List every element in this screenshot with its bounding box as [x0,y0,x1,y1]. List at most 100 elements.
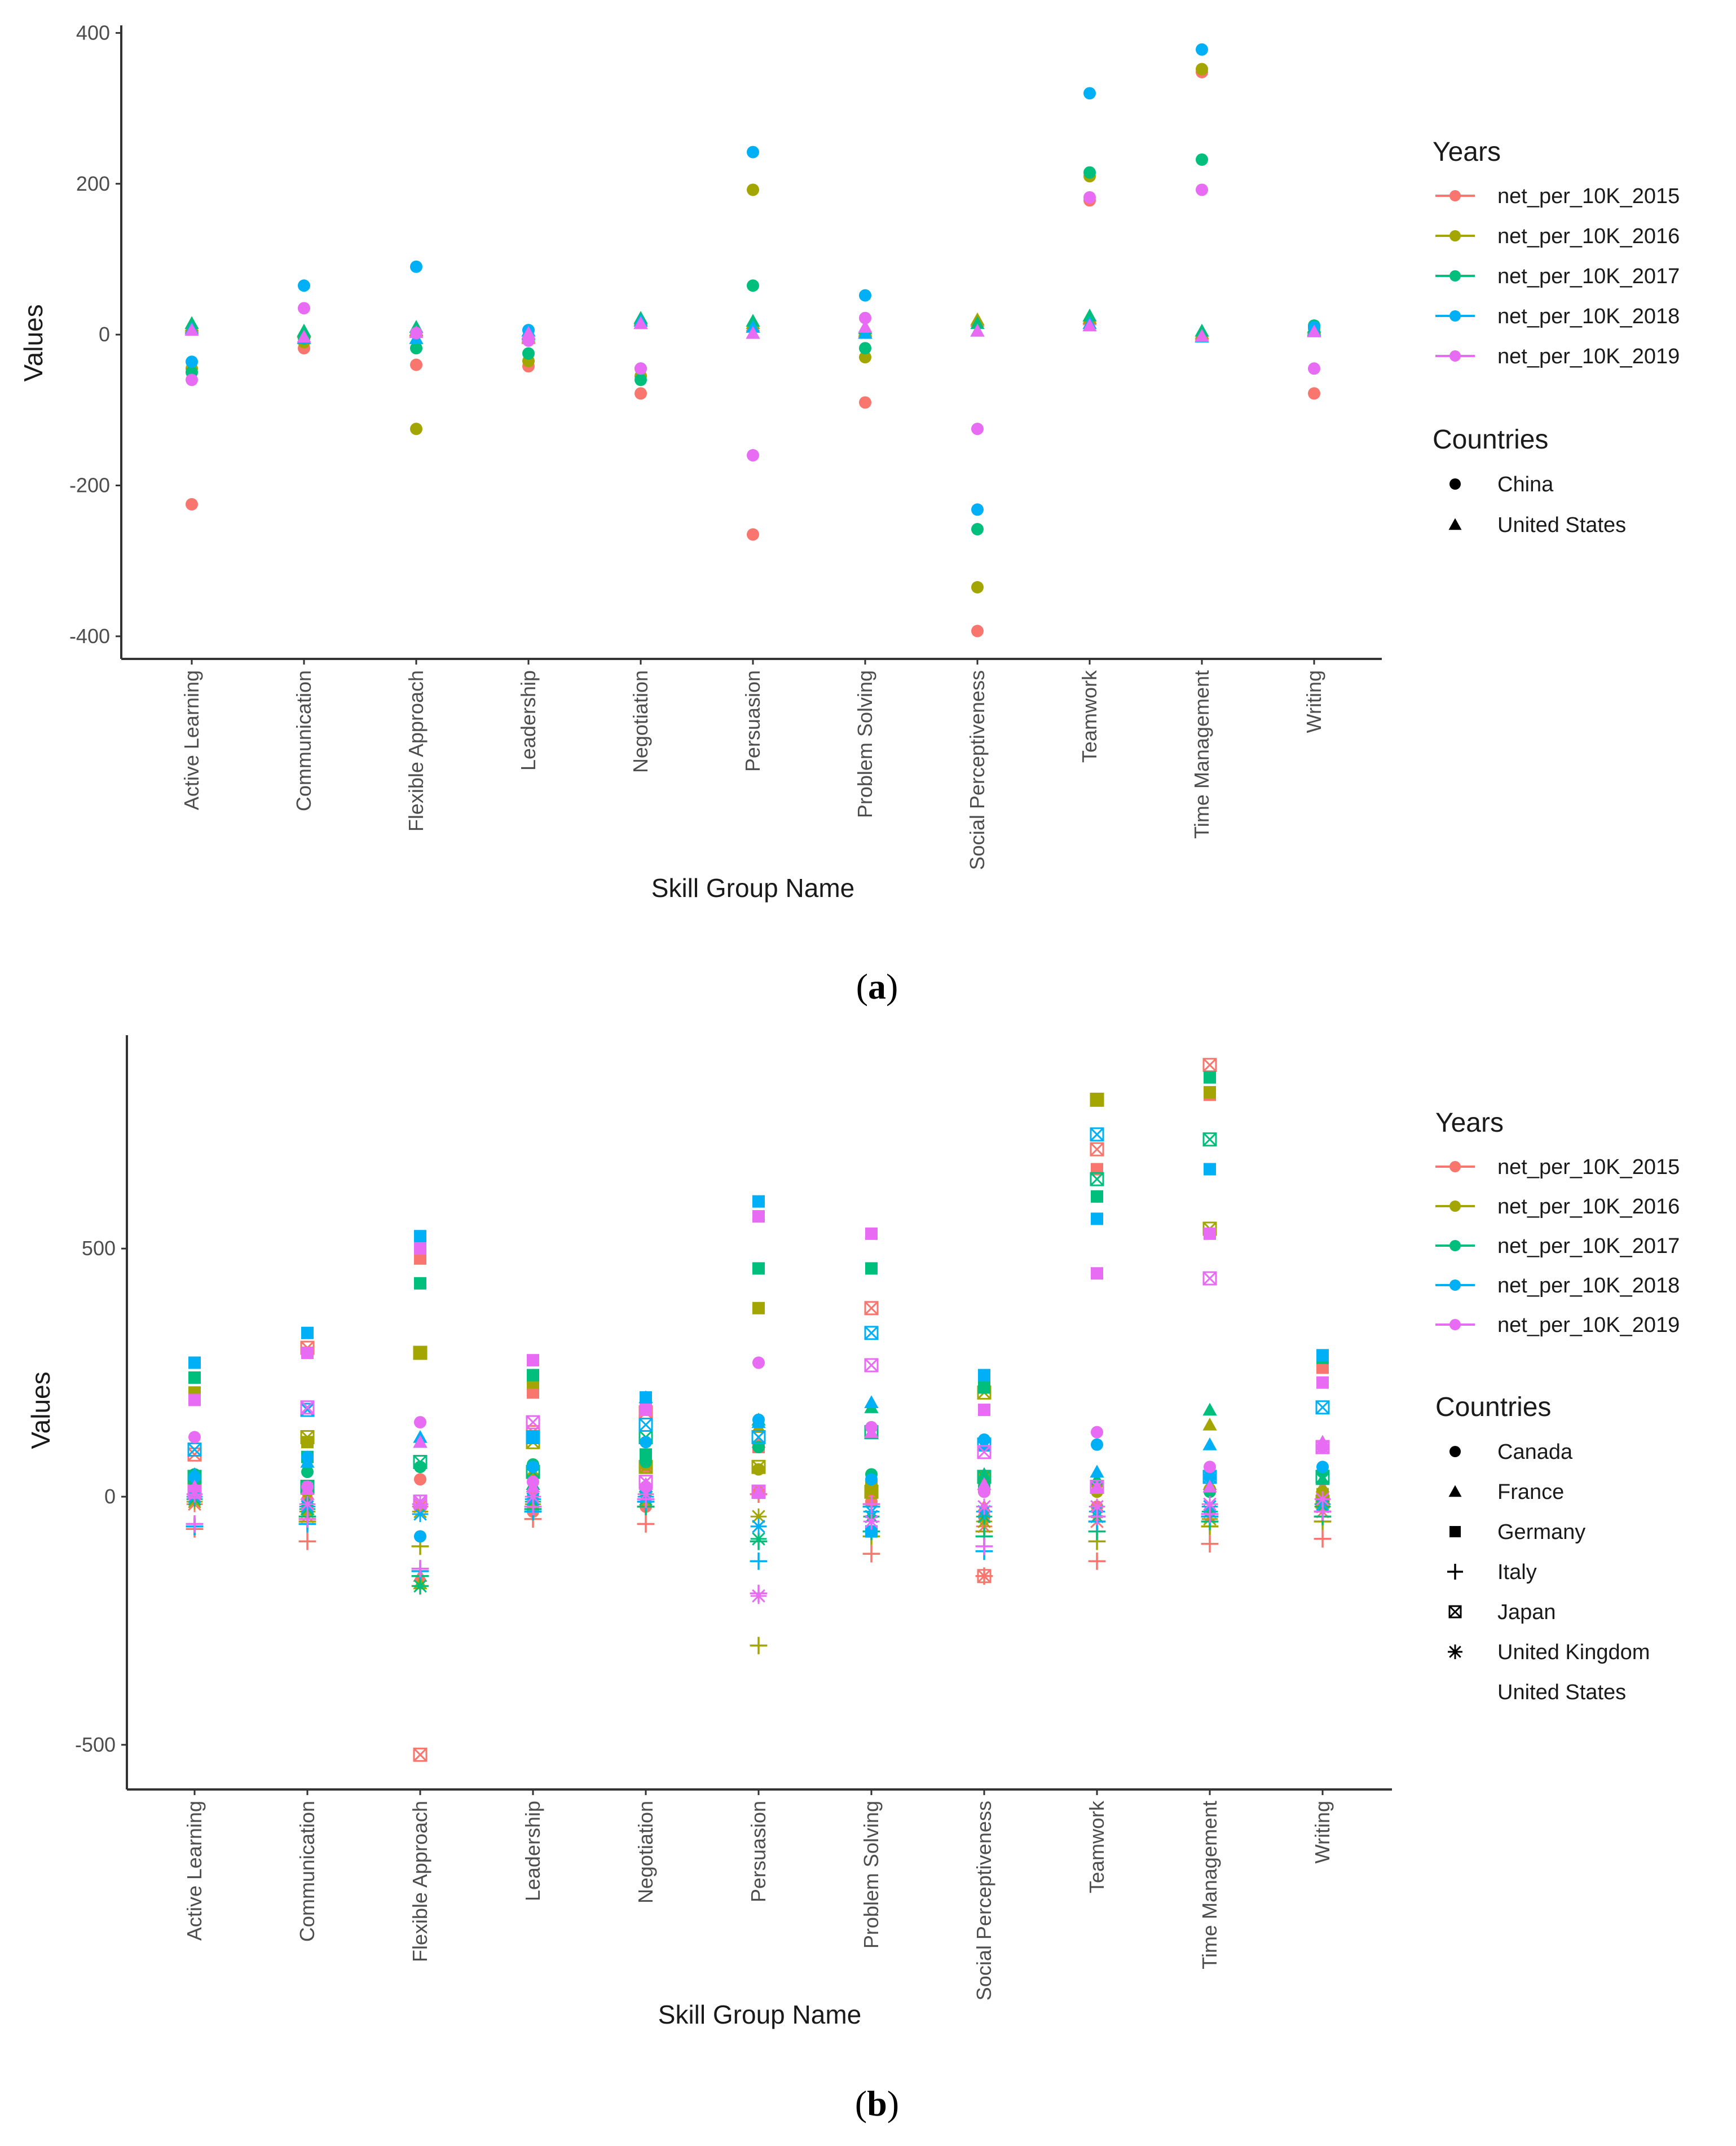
panel-b-legend-years-title: Years [1435,1108,1504,1138]
data-point-germany [1091,1212,1103,1225]
data-point-china [635,373,647,386]
data-point-france [977,1477,992,1490]
data-point-china [859,351,871,364]
data-point-germany [752,1210,765,1223]
data-point-japan [864,1301,879,1316]
panel-b-legend-years: Years net_per_10K_2015 net_per_10K_2016ne… [1435,1108,1680,1337]
x-tick-label-persuasion: Persuasion [747,1801,770,1902]
data-point-japan [1315,1400,1330,1415]
data-point-france [300,1482,315,1495]
legend-marker-net-per-10k-2016 [1449,230,1461,241]
data-point-united-states [1082,318,1097,332]
legend-country-canada: Canada [1497,1440,1573,1464]
legend-marker-net-per-10k-2015 [1449,1161,1461,1172]
data-point-japan [977,1445,992,1459]
data-point-china [971,581,984,593]
legend-country-france: France [1497,1480,1564,1504]
data-point-china [1308,387,1320,400]
panel-b-y-axis-title: Values [26,1371,55,1449]
x-tick-label-negotiation: Negotiation [629,670,652,773]
data-point-china [859,311,871,324]
data-point-canada [527,1461,539,1474]
data-point-canada [1091,1426,1103,1439]
data-point-france [751,1415,766,1428]
legend-marker-net-per-10k-2017 [1449,1240,1461,1251]
data-point-united-kingdom [299,1496,316,1512]
data-point-germany [752,1262,765,1275]
data-point-united-kingdom [750,1508,767,1525]
data-point-united-states [1307,324,1321,337]
data-point-germany [527,1369,539,1382]
data-point-germany [188,1393,201,1406]
y-tick-label: 0 [99,323,110,346]
x-tick-label-time-management: Time Management [1190,670,1213,839]
data-point-germany [865,1227,878,1240]
data-point-china [1196,63,1208,76]
legend-label-net-per-10k-2016: net_per_10K_2016 [1497,225,1680,248]
panel-a-legend-years: Years net_per_10K_2015 net_per_10K_2016ne… [1433,137,1680,368]
legend-label-net-per-10k-2017: net_per_10K_2017 [1497,1234,1680,1258]
data-point-germany [301,1346,314,1359]
data-point-germany [301,1436,314,1449]
x-tick-label-flexible-approach: Flexible Approach [408,1801,431,1962]
x-tick-label-social-perceptiveness: Social Perceptiveness [972,1801,995,2000]
panel-a-year-items: net_per_10K_2015 net_per_10K_2016 net_per_… [1435,184,1680,368]
data-point-china [186,355,198,368]
data-point-united-kingdom [976,1498,993,1515]
data-point-united-kingdom [750,1587,767,1604]
data-point-japan [864,1326,879,1340]
legend-marker-net-per-10k-2018 [1449,310,1461,322]
data-point-japan [1090,1142,1104,1156]
data-point-italy [975,1537,993,1555]
data-point-italy [298,1510,316,1528]
data-point-canada [865,1473,878,1486]
data-point-united-kingdom [525,1488,541,1505]
data-point-united-kingdom [412,1578,429,1594]
data-point-united-states [1082,309,1097,322]
legend-label-net-per-10k-2017: net_per_10K_2017 [1497,265,1680,288]
data-point-germany [1204,1071,1216,1084]
data-point-japan [977,1569,992,1584]
panel-b-x-ticks: Active Learning Communication Flexible App… [183,1789,1334,2000]
x-tick-label-problem-solving: Problem Solving [853,670,876,818]
data-point-united-kingdom [750,1518,767,1535]
data-point-germany [978,1381,990,1394]
data-point-china [186,373,198,386]
legend-label-net-per-10k-2018: net_per_10K_2018 [1497,1274,1680,1298]
data-point-france [1202,1437,1217,1450]
data-point-japan [751,1484,766,1499]
data-point-germany [414,1277,426,1290]
data-point-germany [865,1262,878,1275]
legend-label-net-per-10k-2015: net_per_10K_2015 [1497,184,1680,208]
panel-b-points [186,1058,1332,1762]
data-point-china [298,302,310,315]
data-point-japan [1090,1172,1104,1186]
data-point-united-states [1195,329,1209,342]
data-point-france [1202,1479,1217,1493]
data-point-france [1090,1465,1104,1478]
y-tick-label: 500 [82,1237,116,1260]
data-point-italy [298,1532,316,1550]
data-point-italy [411,1560,429,1577]
data-point-germany [301,1326,314,1339]
data-point-germany [865,1525,878,1538]
data-point-germany [1204,1227,1216,1240]
data-point-germany [414,1242,426,1255]
data-point-china [298,279,310,292]
y-tick-label: 0 [104,1485,116,1508]
data-point-japan [864,1484,879,1499]
data-point-japan [413,1345,428,1360]
legend-marker-net-per-10k-2018 [1449,1279,1461,1291]
data-point-united-kingdom [1201,1496,1218,1512]
data-point-china [1083,191,1096,204]
data-point-germany [1204,1163,1216,1176]
data-point-china [1083,87,1096,100]
panel-a-caption: (a) [856,966,898,1006]
legend-label-net-per-10k-2019: net_per_10K_2019 [1497,345,1680,368]
legend-shape-united-kingdom [1448,1644,1462,1659]
x-tick-label-teamwork: Teamwork [1085,1800,1108,1893]
data-point-china [1196,153,1208,166]
data-point-france [413,1435,428,1448]
data-point-canada [188,1431,201,1444]
